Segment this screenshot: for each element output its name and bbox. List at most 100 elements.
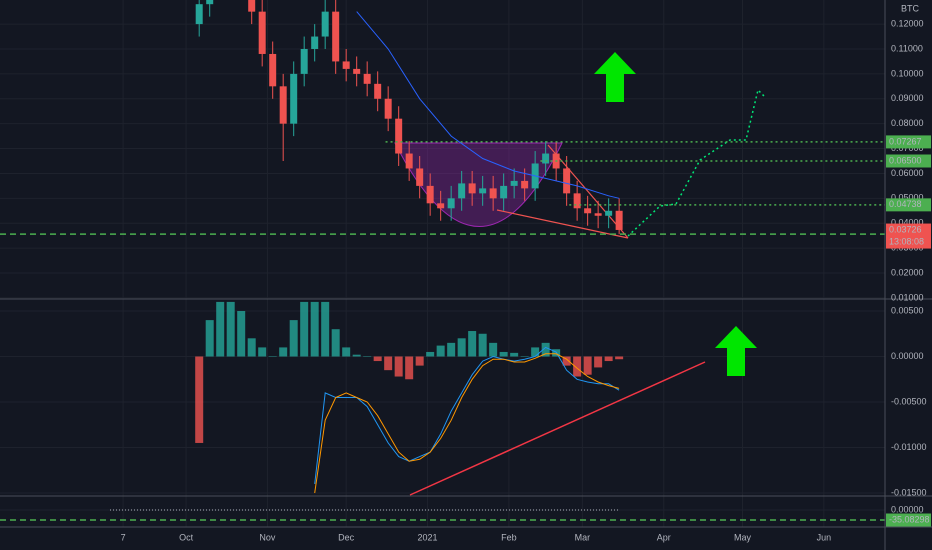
panel	[0, 0, 885, 235]
histogram-bar	[247, 338, 256, 357]
histogram-bar	[394, 356, 403, 377]
histogram-bar	[478, 333, 487, 357]
y-tick-label: 0.10000	[891, 68, 924, 78]
histogram-bar	[321, 301, 330, 357]
histogram-bar	[279, 347, 288, 357]
candle-body	[500, 185, 508, 199]
histogram-bar	[415, 356, 424, 366]
candle-body	[594, 213, 602, 216]
candle-body	[258, 11, 266, 54]
histogram-bar	[573, 356, 582, 377]
y-tick-label: 0.00500	[891, 305, 924, 315]
histogram-bar	[489, 342, 498, 357]
macd-line	[314, 353, 620, 494]
histogram-bar	[541, 342, 550, 357]
histogram-bar	[510, 352, 519, 357]
candle-body	[311, 36, 319, 49]
histogram-bar	[268, 356, 277, 358]
y-tick-label: 0.05000	[891, 193, 924, 203]
y-tick-label: 0.01000	[891, 292, 924, 302]
histogram-bar	[216, 301, 225, 357]
histogram-bar	[205, 320, 214, 357]
histogram-bar	[562, 356, 571, 366]
histogram-bar	[426, 351, 435, 357]
candle-body	[447, 198, 455, 209]
candle-body	[479, 188, 487, 194]
histogram-bar	[352, 354, 361, 357]
candle-body	[437, 203, 445, 209]
y-tick-label: 0.08000	[891, 118, 924, 128]
level-label: 0.07267	[889, 136, 922, 146]
x-tick-label: Apr	[657, 532, 671, 542]
candle-body	[615, 210, 623, 230]
x-tick-label: Jun	[817, 532, 832, 542]
histogram-bar	[195, 356, 204, 443]
last-price-box	[886, 223, 931, 249]
y-tick-label: -0.00500	[891, 396, 927, 406]
countdown-label: 13:08:08	[889, 236, 924, 246]
candle-body	[468, 183, 476, 194]
candle-body	[489, 188, 497, 199]
level-label-box	[886, 513, 931, 527]
y-tick-label: 0.06000	[891, 168, 924, 178]
y-tick-label: 0.02000	[891, 267, 924, 277]
candle-body	[279, 86, 287, 124]
level-label: 0.04738	[889, 199, 922, 209]
histogram-bar	[615, 356, 624, 360]
histogram-bar	[499, 351, 508, 357]
histogram-bar	[583, 356, 592, 375]
histogram-bar	[405, 356, 414, 380]
candle-body	[521, 180, 529, 189]
up-arrow	[715, 326, 757, 376]
histogram-bar	[342, 347, 351, 357]
candle-body	[342, 61, 350, 69]
macd-drawings	[409, 326, 757, 496]
candle-body	[353, 68, 361, 74]
histogram-bar	[384, 356, 393, 371]
candle-body	[374, 83, 382, 99]
panel	[195, 301, 624, 494]
candle-body	[206, 0, 214, 5]
candle-body	[290, 73, 298, 124]
level-label: -35.08298	[889, 514, 930, 524]
histogram-bar	[436, 345, 445, 357]
histogram-bar	[468, 331, 477, 357]
histogram-bar	[300, 301, 309, 357]
wedge-line	[496, 209, 629, 239]
histogram-bar	[289, 320, 298, 357]
histogram-bar	[226, 301, 235, 357]
level-label-box	[886, 135, 931, 149]
candle-body	[542, 153, 550, 164]
histogram-bar	[331, 329, 340, 357]
y-tick-label: 0.00000	[891, 351, 924, 361]
x-tick-label: May	[734, 532, 752, 542]
histogram-bar	[363, 356, 372, 358]
trend-line	[409, 361, 706, 496]
histogram-bar	[373, 356, 382, 362]
x-tick-label: Nov	[259, 532, 276, 542]
candle-body	[584, 208, 592, 214]
y-tick-label: 0.12000	[891, 18, 924, 28]
candle-body	[321, 11, 329, 37]
histogram-bar	[310, 301, 319, 357]
x-tick-label: 2021	[418, 532, 438, 542]
candle-body	[510, 180, 518, 186]
candle-body	[269, 53, 277, 87]
y-tick-label: -0.01500	[891, 487, 927, 497]
last-price-label: 0.03726	[889, 224, 922, 234]
x-tick-label: Feb	[501, 532, 517, 542]
histogram-bar	[457, 338, 466, 357]
projection-path	[627, 88, 765, 237]
y-tick-label: 0.09000	[891, 93, 924, 103]
price-axis: 7 Oct Nov Dec 2021 Feb Mar Apr May Jun 0.12000 0.11…	[121, 18, 931, 542]
unit-label: BTC	[901, 3, 920, 13]
moving-average	[356, 11, 620, 199]
level-label-box	[886, 154, 931, 168]
candle-body	[248, 0, 256, 12]
x-tick-label: Dec	[338, 532, 355, 542]
candle-body	[458, 183, 466, 199]
level-label-box	[886, 198, 931, 212]
candle-body	[395, 118, 403, 154]
